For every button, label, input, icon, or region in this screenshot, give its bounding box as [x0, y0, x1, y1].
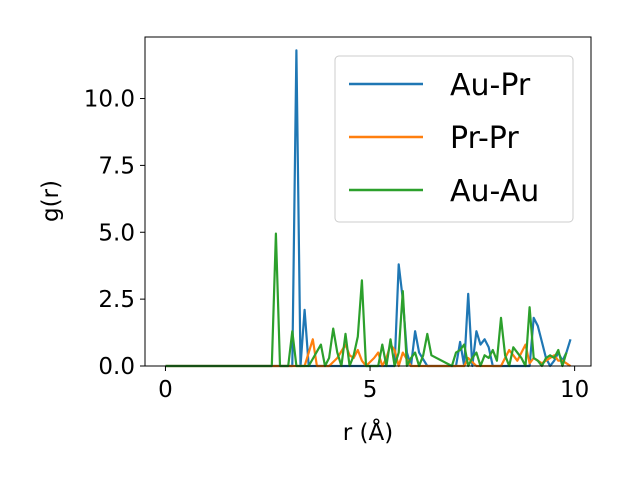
x-axis-label: r (Å) [343, 418, 393, 446]
y-tick-label: 2.5 [98, 287, 135, 313]
y-axis-label: g(r) [38, 180, 64, 222]
legend-box [334, 55, 574, 223]
y-tick-label: 10.0 [84, 87, 135, 113]
x-tick-label: 10 [560, 377, 589, 403]
y-tick-label: 7.5 [98, 153, 135, 179]
legend: Au-Pr Pr-Pr Au-Au [334, 55, 574, 223]
legend-label-au-au: Au-Au [450, 174, 539, 209]
legend-label-au-pr: Au-Pr [450, 68, 531, 103]
legend-label-pr-pr: Pr-Pr [450, 121, 519, 156]
x-axis-ticks: 0 5 10 [158, 366, 589, 403]
y-axis-ticks: 0.0 2.5 5.0 7.5 10.0 [84, 87, 145, 380]
series-line-au-au [165, 232, 568, 368]
y-tick-label: 5.0 [98, 220, 135, 246]
x-tick-label: 5 [363, 377, 378, 403]
plot-frame [144, 36, 592, 367]
x-tick-label: 0 [158, 377, 173, 403]
y-tick-label: 0.0 [98, 354, 135, 380]
